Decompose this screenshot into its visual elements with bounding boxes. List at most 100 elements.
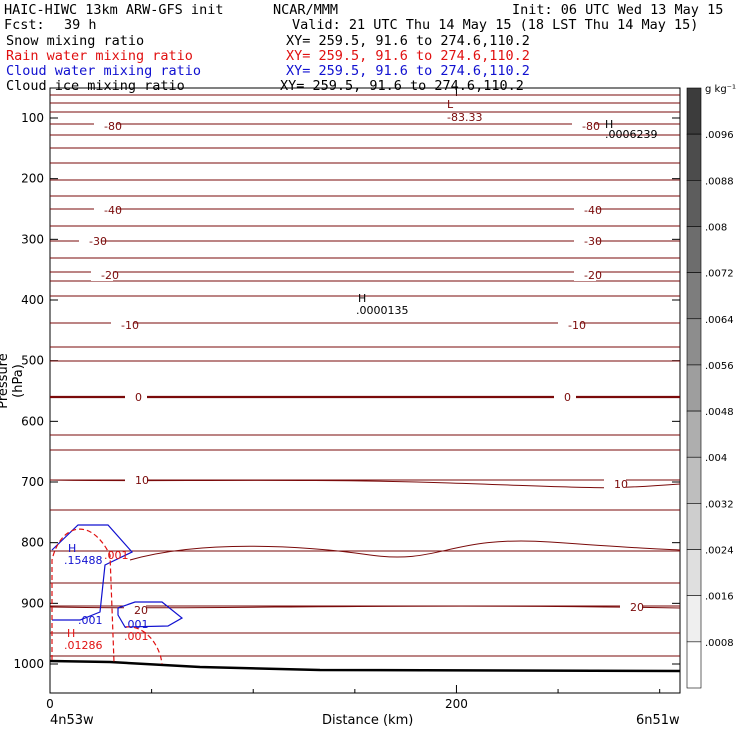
colorbar-swatch [686, 503, 702, 550]
colorbar-swatch [686, 87, 702, 135]
y-tick-label: 500 [21, 354, 44, 368]
colorbar-swatch [686, 456, 702, 504]
extremum-marker: H [358, 292, 366, 305]
rain-label: .001 [104, 549, 129, 562]
extremum-value: -83.33 [447, 111, 482, 124]
extremum-value: .15488 [64, 554, 103, 567]
x-right-endpoint: 6n51w [636, 713, 680, 728]
cloud-water-label: .001 [78, 614, 103, 627]
y-tick-label: 800 [21, 536, 44, 550]
colorbar-swatch [686, 133, 702, 181]
colorbar-swatch [686, 595, 702, 643]
isotherm-label: 0 [564, 391, 571, 404]
init-time: Init: 06 UTC Wed 13 May 15 [512, 2, 724, 18]
isotherm-20c [49, 605, 681, 609]
forecast-hours: 39 h [64, 17, 97, 33]
isotherm-label: -30 [584, 235, 602, 248]
y-tick-label: 200 [21, 172, 44, 186]
contour-label-bg [574, 204, 596, 216]
contour-label-bg [124, 604, 146, 616]
field-rain-name: Rain water mixing ratio [6, 48, 193, 64]
colorbar-swatch [686, 641, 702, 689]
isotherm-label: 0 [135, 391, 142, 404]
contour-label-bg [554, 391, 576, 403]
contour-label-bg [94, 204, 116, 216]
colorbar-units: g kg⁻¹ [705, 84, 736, 95]
y-tick-label: 900 [21, 596, 44, 610]
field-snow-name: Snow mixing ratio [6, 33, 145, 49]
x-axis-title: Distance (km) [322, 713, 414, 728]
isotherm-label: -10 [568, 319, 586, 332]
colorbar-label: .0064 [705, 315, 734, 326]
contour-label-bg [604, 478, 626, 490]
contour-label-bg [558, 319, 580, 331]
isotherm-label: 20 [630, 601, 644, 614]
forecast-label: Fcst: [4, 17, 45, 33]
isotherm-label: 20 [134, 604, 148, 617]
ground-line [49, 659, 681, 673]
colorbar-label: .0088 [705, 176, 734, 187]
contour-label-bg [125, 391, 147, 403]
x-left-endpoint: 4n53w [50, 713, 94, 728]
contour-label-bg [91, 269, 113, 281]
x-tick-label: 200 [445, 697, 468, 711]
colorbar-swatch [686, 318, 702, 366]
contour-label-bg [94, 120, 116, 132]
colorbar-label: .004 [705, 453, 727, 464]
extremum-value: .01286 [64, 639, 103, 652]
isotherm-label: 10 [614, 478, 628, 491]
y-tick-label: 600 [21, 414, 44, 428]
colorbar-label: .0056 [705, 361, 734, 372]
valid-time: Valid: 21 UTC Thu 14 May 15 (18 LST Thu … [292, 17, 699, 33]
contour-label-bg [620, 601, 642, 613]
isotherm-label: -80 [582, 120, 600, 133]
extremum-marker: H [605, 118, 613, 131]
cloud-water-label: .001 [124, 618, 149, 631]
org-label: NCAR/MMM [273, 2, 339, 18]
colorbar-label: .0096 [705, 130, 734, 141]
isotherm-wavy [129, 540, 681, 561]
rain-contour [51, 528, 115, 663]
cloud-water-contour [51, 524, 133, 621]
colorbar-swatch [686, 364, 702, 412]
y-tick-label: 300 [21, 232, 44, 246]
colorbar-swatch [686, 410, 702, 458]
isotherm-label: -40 [584, 204, 602, 217]
y-tick-label: 700 [21, 475, 44, 489]
cloud-water-contour [117, 601, 184, 628]
colorbar-label: .0032 [705, 499, 734, 510]
x-tick-label: 0 [46, 697, 54, 711]
y-tick-label: 400 [21, 293, 44, 307]
isotherm-label: -20 [101, 269, 119, 282]
colorbar-swatch [686, 272, 702, 320]
rain-label: .001 [124, 630, 149, 643]
field-cloudwater-xy: XY= 259.5, 91.6 to 274.6,110.2 [286, 63, 530, 79]
field-rain-xy: XY= 259.5, 91.6 to 274.6,110.2 [286, 48, 530, 64]
field-cloudice-name: Cloud ice mixing ratio [6, 78, 185, 94]
isotherm-label: -20 [584, 269, 602, 282]
isotherm-label: -10 [121, 319, 139, 332]
extremum-value: .0000135 [356, 304, 409, 317]
contour-label-bg [111, 319, 133, 331]
extremum-marker: L [447, 98, 454, 111]
field-snow-xy: XY= 259.5, 91.6 to 274.6,110.2 [286, 33, 530, 49]
contour-label-bg [79, 235, 101, 247]
colorbar-swatch [686, 549, 702, 596]
contour-label-bg [574, 269, 596, 281]
colorbar-label: .0048 [705, 407, 734, 418]
colorbar-swatch [686, 180, 702, 227]
isotherm-label: 10 [135, 474, 149, 487]
rain-contour [125, 626, 163, 665]
isotherm-label: -40 [104, 204, 122, 217]
model-title: HAIC-HIWC 13km ARW-GFS init [4, 2, 224, 18]
plot-frame [49, 87, 681, 694]
colorbar-label: .008 [705, 222, 727, 233]
colorbar-swatch [686, 226, 702, 273]
colorbar-label: .0024 [705, 546, 734, 557]
contour-label-bg [125, 474, 147, 486]
contour-label-bg [574, 235, 596, 247]
colorbar-label: .0008 [705, 638, 734, 649]
field-cloudwater-name: Cloud water mixing ratio [6, 63, 202, 79]
isotherm-label: -80 [104, 120, 122, 133]
